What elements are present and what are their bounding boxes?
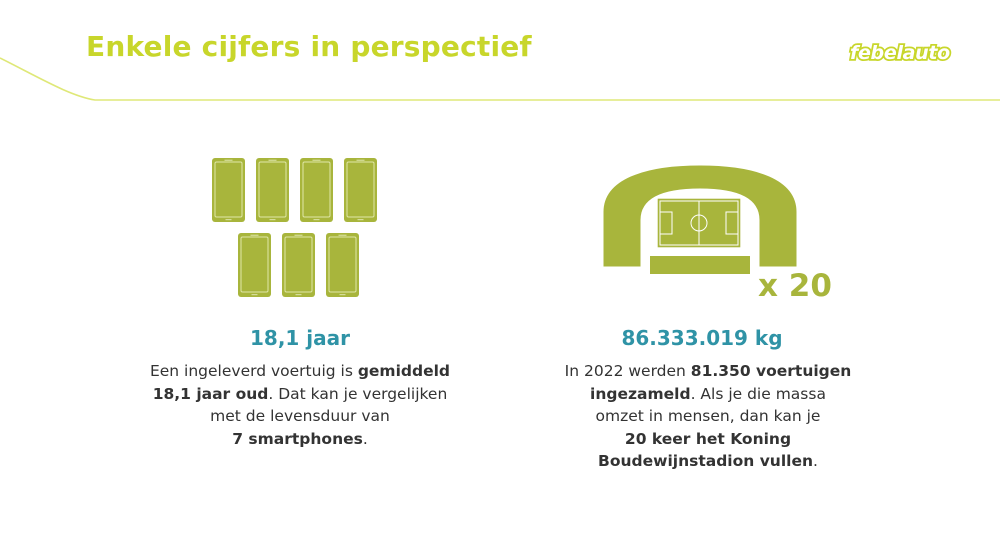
smartphone-icon xyxy=(212,158,245,222)
description-line: met de levensduur van xyxy=(120,405,480,428)
mass-description: In 2022 werden 81.350 voertuigen ingezame… xyxy=(528,360,888,473)
body-text: Een ingeleverd voertuig is xyxy=(149,362,358,380)
page-title: Enkele cijfers in perspectief xyxy=(86,30,532,63)
smartphone-icon xyxy=(256,158,289,222)
body-text: omzet in mensen, dan kan je xyxy=(595,407,821,425)
mass-stat-value: 86.333.019 kg xyxy=(621,326,783,350)
emphasis-text: Boudewijnstadion vullen xyxy=(598,452,814,470)
smartphone-icon xyxy=(282,233,315,297)
age-stat-value: 18,1 jaar xyxy=(249,326,351,350)
body-text: . Dat kan je vergelijken xyxy=(268,384,448,403)
description-line: omzet in mensen, dan kan je xyxy=(528,405,888,428)
smartphone-icon xyxy=(238,233,271,297)
multiplier-label: x 20 xyxy=(758,268,832,304)
description-line: 18,1 jaar oud. Dat kan je vergelijken xyxy=(120,383,480,406)
febelauto-logo: febelauto xyxy=(848,40,952,66)
header-divider xyxy=(0,57,1000,101)
body-text: In 2022 werden xyxy=(564,362,691,380)
description-line: In 2022 werden 81.350 voertuigen xyxy=(528,360,888,383)
football-pitch-icon xyxy=(656,197,742,249)
emphasis-text: ingezameld xyxy=(590,384,691,403)
emphasis-text: gemiddeld xyxy=(357,362,451,380)
emphasis-text: 81.350 voertuigen xyxy=(690,362,852,380)
body-text: . Als je die massa xyxy=(690,384,826,403)
emphasis-text: 20 keer het Koning xyxy=(624,429,792,448)
age-description: Een ingeleverd voertuig is gemiddeld 18,1… xyxy=(120,360,480,450)
description-line: Boudewijnstadion vullen. xyxy=(528,450,888,473)
emphasis-text: 7 smartphones xyxy=(232,429,363,448)
smartphone-icon xyxy=(300,158,333,222)
smartphone-icon xyxy=(344,158,377,222)
body-text: . xyxy=(362,429,368,448)
description-line: 20 keer het Koning xyxy=(528,428,888,451)
emphasis-text: 18,1 jaar oud xyxy=(152,384,269,403)
description-line: 7 smartphones. xyxy=(120,428,480,451)
smartphone-icon xyxy=(326,233,359,297)
description-line: ingezameld. Als je die massa xyxy=(528,383,888,406)
body-text: . xyxy=(813,452,818,470)
stadium-icon xyxy=(603,165,797,274)
body-text: met de levensduur van xyxy=(210,407,390,425)
smartphones-icon xyxy=(212,158,377,297)
description-line: Een ingeleverd voertuig is gemiddeld xyxy=(120,360,480,383)
